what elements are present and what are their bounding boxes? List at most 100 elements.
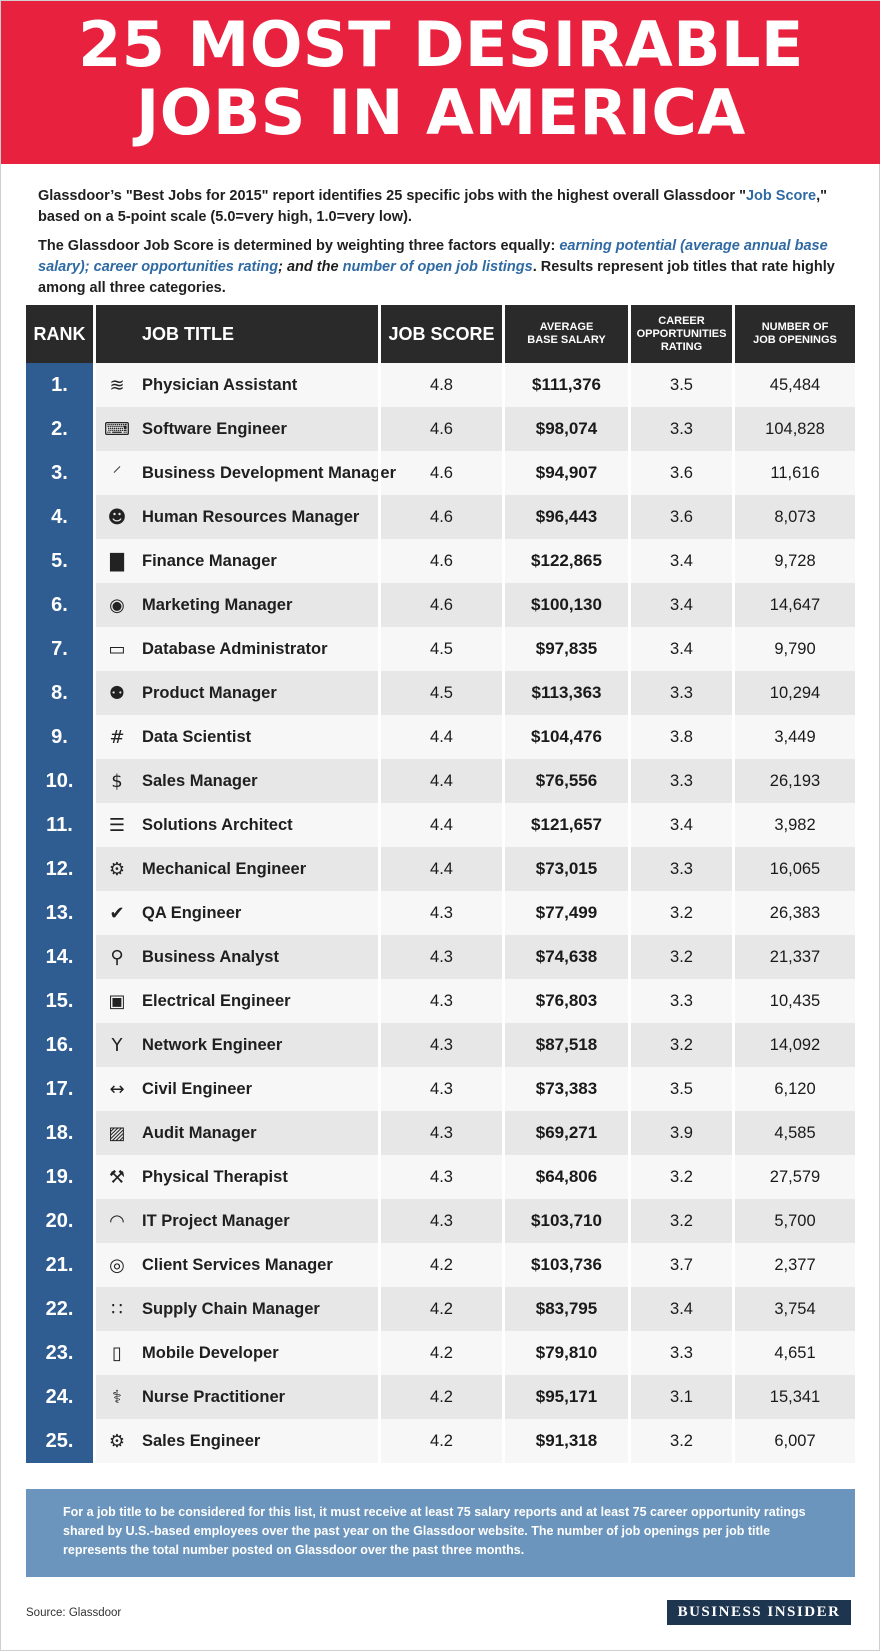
connection-icon: ⸍ xyxy=(112,463,122,484)
table-row: 23. Mobile Developer 4.2 $79,810 3.3 4,651 ▯ xyxy=(26,1331,855,1375)
column-divider xyxy=(502,1067,505,1111)
intro-p2-sep-1: ; xyxy=(84,259,94,275)
rank-cell: 6. xyxy=(26,583,93,627)
career-opportunities-link[interactable]: career opportunities rating xyxy=(93,259,279,275)
open-job-listings-link[interactable]: number of open job listings xyxy=(342,259,533,275)
column-divider xyxy=(628,1155,631,1199)
rank-cell: 22. xyxy=(26,1287,93,1331)
job-score-cell: 4.4 xyxy=(430,727,453,746)
rank-cell: 21. xyxy=(26,1243,93,1287)
header-career: CAREER OPPORTUNITIES RATING xyxy=(631,305,732,363)
table-row: 13. QA Engineer 4.3 $77,499 3.2 26,383 ✔ xyxy=(26,891,855,935)
title-line-1: 25 MOST DESIRABLE xyxy=(78,8,804,81)
column-divider xyxy=(93,1023,96,1067)
column-divider xyxy=(93,1375,96,1419)
career-rating-cell: 3.6 xyxy=(670,463,693,482)
salary-cell: $96,443 xyxy=(535,507,598,526)
column-divider xyxy=(378,1155,381,1199)
column-divider xyxy=(93,803,96,847)
salary-cell: $111,376 xyxy=(531,375,602,394)
column-divider xyxy=(93,759,96,803)
openings-cell: 45,484 xyxy=(769,375,821,394)
column-divider xyxy=(502,451,505,495)
rank-cell: 25. xyxy=(26,1419,93,1463)
column-divider xyxy=(502,891,505,935)
column-divider xyxy=(628,495,631,539)
openings-cell: 4,585 xyxy=(774,1123,816,1142)
openings-cell: 10,435 xyxy=(769,991,821,1010)
career-rating-cell: 3.3 xyxy=(670,991,693,1010)
column-divider xyxy=(378,935,381,979)
job-score-cell: 4.8 xyxy=(430,375,453,394)
column-divider xyxy=(93,847,96,891)
column-divider xyxy=(93,1199,96,1243)
openings-cell: 15,341 xyxy=(769,1387,821,1406)
column-divider xyxy=(732,1023,735,1067)
checkmark-icon: ✔ xyxy=(109,902,125,924)
source-credit: Source: Glassdoor xyxy=(26,1607,122,1619)
column-divider xyxy=(628,1331,631,1375)
intro-text: Glassdoor’s "Best Jobs for 2015" report … xyxy=(38,186,848,307)
career-rating-cell: 3.4 xyxy=(670,595,693,614)
column-divider xyxy=(628,583,631,627)
table-row: 14. Business Analyst 4.3 $74,638 3.2 21,337 ⚲ xyxy=(26,935,855,979)
rank-cell: 13. xyxy=(26,891,93,935)
column-divider xyxy=(732,451,735,495)
intro-p1-text-a: Glassdoor’s "Best Jobs for 2015" report … xyxy=(38,188,746,204)
column-divider xyxy=(378,495,381,539)
table-row: 7. Database Administrator 4.5 $97,835 3.4 9,7… xyxy=(26,627,855,671)
business-insider-logo: BUSINESS INSIDER xyxy=(667,1600,851,1625)
openings-cell: 3,982 xyxy=(774,815,816,834)
salary-cell: $73,015 xyxy=(535,859,598,878)
column-divider xyxy=(732,715,735,759)
laptop-icon: ▭ xyxy=(108,638,126,660)
job-title-cell: Mobile Developer xyxy=(142,1343,279,1362)
column-divider xyxy=(502,1243,505,1287)
column-divider xyxy=(378,671,381,715)
table-row: 25. Sales Engineer 4.2 $91,318 3.2 6,007 ⚙ xyxy=(26,1419,855,1463)
column-divider xyxy=(93,1111,96,1155)
table-row: 1. Physician Assistant 4.8 $111,376 3.5 45,48… xyxy=(26,363,855,407)
salary-cell: $83,795 xyxy=(535,1299,598,1318)
column-divider xyxy=(502,1331,505,1375)
column-divider xyxy=(502,847,505,891)
career-rating-cell: 3.5 xyxy=(670,1079,693,1098)
job-score-cell: 4.2 xyxy=(430,1255,453,1274)
column-divider xyxy=(93,583,96,627)
column-divider xyxy=(378,1419,381,1463)
column-divider xyxy=(93,451,96,495)
salary-cell: $91,318 xyxy=(535,1431,598,1450)
table-row: 17. Civil Engineer 4.3 $73,383 3.5 6,120 ↔ xyxy=(26,1067,855,1111)
career-rating-cell: 3.2 xyxy=(670,947,693,966)
outlet-icon: ▣ xyxy=(108,990,126,1012)
column-divider xyxy=(732,363,735,407)
intro-paragraph-1: Glassdoor’s "Best Jobs for 2015" report … xyxy=(38,186,848,228)
column-divider xyxy=(93,671,96,715)
column-divider xyxy=(378,715,381,759)
column-divider xyxy=(502,627,505,671)
column-divider xyxy=(628,1023,631,1067)
earning-potential-link[interactable]: earning potential (average annual base s… xyxy=(38,238,828,275)
table-row: 21. Client Services Manager 4.2 $103,736 3.7… xyxy=(26,1243,855,1287)
table-row: 5. Finance Manager 4.6 $122,865 3.4 9,728 ▇ xyxy=(26,539,855,583)
column-divider xyxy=(732,1243,735,1287)
table-row: 16. Network Engineer 4.3 $87,518 3.2 14,092 Y xyxy=(26,1023,855,1067)
column-divider xyxy=(378,1067,381,1111)
job-title-cell: Physician Assistant xyxy=(142,375,298,394)
job-score-cell: 4.3 xyxy=(430,1123,453,1142)
column-divider xyxy=(502,539,505,583)
openings-cell: 14,647 xyxy=(769,595,821,614)
column-divider xyxy=(628,1375,631,1419)
job-title-cell: Solutions Architect xyxy=(142,815,293,834)
intro-paragraph-2: The Glassdoor Job Score is determined by… xyxy=(38,236,848,299)
column-divider xyxy=(732,759,735,803)
salary-cell: $76,556 xyxy=(535,771,598,790)
salary-cell: $98,074 xyxy=(535,419,598,438)
column-divider xyxy=(732,1375,735,1419)
column-divider xyxy=(502,759,505,803)
career-rating-cell: 3.4 xyxy=(670,639,693,658)
column-divider xyxy=(378,539,381,583)
salary-cell: $100,130 xyxy=(531,595,602,614)
job-score-link[interactable]: Job Score xyxy=(745,188,817,204)
